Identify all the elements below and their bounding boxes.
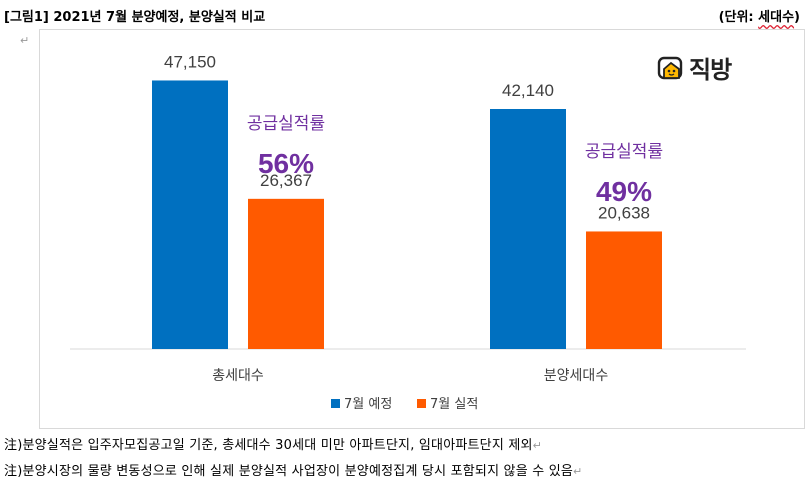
footnote-2: 注)분양시장의 물량 변동성으로 인해 실제 분양실적 사업장이 분양예정집계 …: [4, 464, 583, 479]
bar-chart: 47,150 26,367 총세대수 공급실적률 56% 42,140 20,638 분양세대…: [70, 52, 746, 412]
logo-text: 직방: [689, 56, 732, 84]
bar-2-2: [586, 231, 662, 349]
bar-1-1: [152, 80, 228, 350]
unit-prefix: (단위:: [718, 10, 759, 25]
legend-label-2: 7월 실적: [430, 397, 478, 412]
data-label-2-1: 42,140: [502, 81, 554, 100]
annotation-label-1: 공급실적률: [247, 114, 325, 134]
house-icon: [657, 56, 683, 79]
x-tick-label-2: 분양세대수: [544, 368, 609, 384]
legend-swatch-1: [331, 399, 340, 408]
legend-label-1: 7월 예정: [344, 397, 392, 412]
x-tick-label-1: 총세대수: [212, 368, 264, 384]
annotation-value-1: 56%: [258, 148, 314, 179]
data-label-1-2: 26,367: [260, 171, 312, 190]
bar-2-1: [490, 109, 566, 349]
paragraph-mark-icon: ↵: [20, 34, 30, 47]
bar-1-2: [248, 198, 324, 349]
legend-swatch-2: [417, 399, 426, 408]
annotation-value-2: 49%: [596, 176, 652, 207]
footnote-1: 注)분양실적은 입주자모집공고일 기준, 총세대수 30세대 미만 아파트단지,…: [4, 438, 543, 453]
annotation-label-2: 공급실적률: [585, 142, 663, 162]
unit-word: 세대수: [758, 10, 795, 25]
data-label-2-2: 20,638: [598, 203, 650, 222]
figure-title: [그림1] 2021년 7월 분양예정, 분양실적 비교: [4, 10, 266, 25]
footnote-1-text: 注)분양실적은 입주자모집공고일 기준, 총세대수 30세대 미만 아파트단지,…: [4, 438, 533, 453]
unit-suffix: ): [794, 10, 800, 25]
footnote-2-text: 注)분양시장의 물량 변동성으로 인해 실제 분양실적 사업장이 분양예정집계 …: [4, 464, 574, 479]
data-label-1-1: 47,150: [164, 52, 216, 71]
brand-logo: 직방: [657, 50, 732, 85]
unit-label: (단위: 세대수): [719, 6, 800, 25]
